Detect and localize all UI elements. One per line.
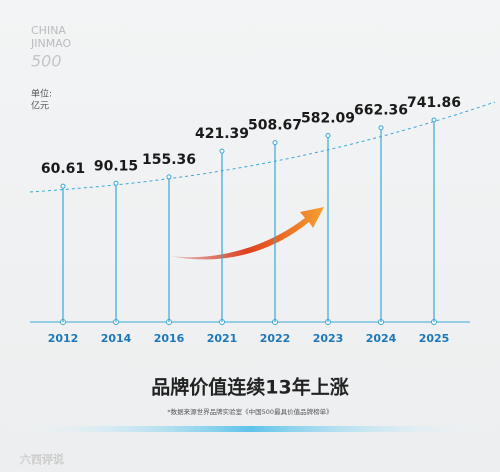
value-label: 60.61 — [41, 161, 85, 177]
logo-text: JINMAO — [30, 37, 72, 50]
stem-top — [219, 148, 225, 154]
x-tick-label: 2016 — [154, 332, 185, 345]
stem-top — [166, 174, 172, 180]
footnote: *数据来源世界品牌实验室《中国500最具价值品牌榜单》 — [167, 407, 332, 416]
value-label: 508.67 — [248, 118, 302, 134]
value-label: 421.39 — [195, 126, 249, 142]
stem-top — [60, 183, 66, 189]
x-tick-label: 2024 — [366, 332, 397, 345]
strip — [0, 426, 500, 432]
stem-top — [378, 125, 384, 131]
x-tick-label: 2022 — [260, 332, 291, 345]
value-label: 741.86 — [407, 95, 461, 111]
x-tick-label: 2025 — [419, 332, 450, 345]
watermark: 六西评说 — [20, 452, 64, 466]
unit-value: 亿元 — [31, 100, 49, 112]
headline: 品牌价值连续13年上涨 — [151, 376, 348, 399]
unit-label: 单位: — [31, 88, 52, 100]
stem-top — [113, 180, 119, 186]
x-tick-label: 2014 — [101, 332, 132, 345]
value-label: 582.09 — [301, 111, 355, 127]
trend-arrow — [170, 207, 324, 260]
value-label: 662.36 — [354, 103, 408, 119]
logo-text: CHINA — [31, 24, 66, 37]
value-label: 90.15 — [94, 158, 138, 174]
logo-text: 500 — [31, 52, 62, 71]
x-tick-label: 2021 — [207, 332, 238, 345]
stem-top — [431, 117, 437, 123]
stem-top — [325, 133, 331, 139]
trend-curve — [29, 101, 496, 193]
value-label: 155.36 — [142, 152, 196, 168]
x-tick-label: 2023 — [313, 332, 344, 345]
x-tick-label: 2012 — [48, 332, 79, 345]
stem-top — [272, 140, 278, 146]
